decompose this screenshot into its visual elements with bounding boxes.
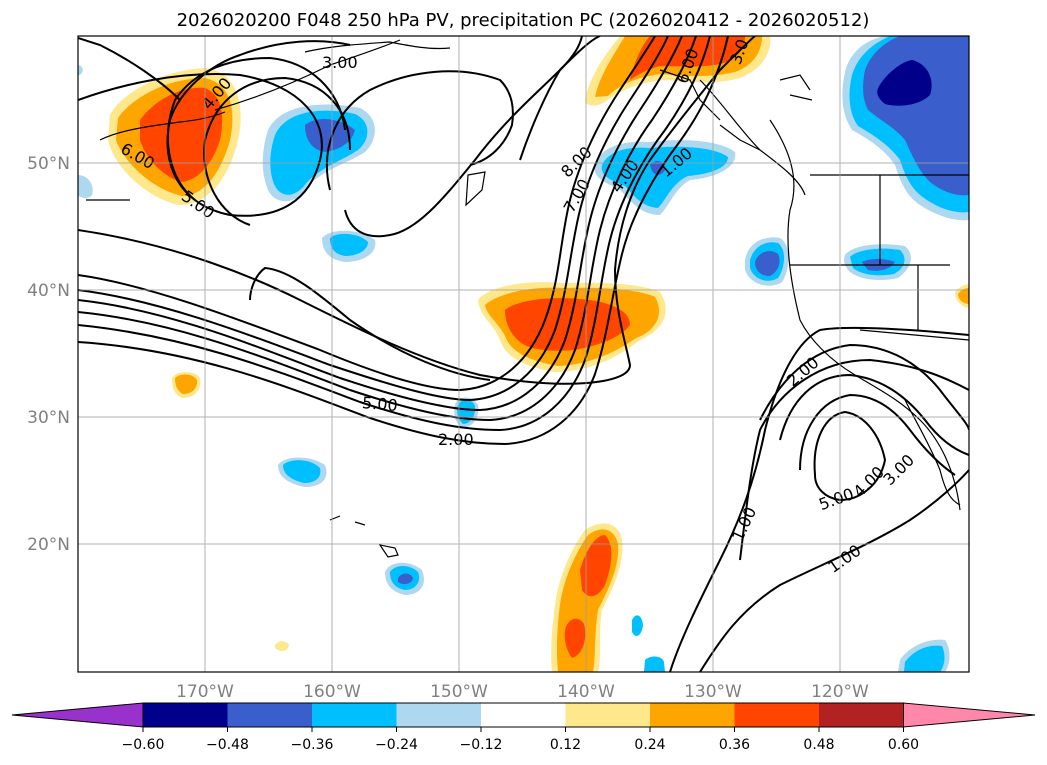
colorbar-tick-label: −0.48 bbox=[206, 737, 249, 753]
lon-label-150w: 150°W bbox=[430, 682, 488, 702]
map-frame bbox=[77, 35, 970, 673]
colorbar-tick-label: 0.24 bbox=[634, 737, 665, 753]
colorbar-tick-label: 0.36 bbox=[719, 737, 750, 753]
contour-label: 5.00 bbox=[361, 393, 398, 415]
precip-shading bbox=[78, 36, 969, 672]
pv-contours bbox=[78, 36, 969, 672]
colorbar-tick-label: 0.60 bbox=[888, 737, 919, 753]
colorbar-bin bbox=[396, 703, 482, 727]
colorbar-tick-label: 0.12 bbox=[550, 737, 581, 753]
map-content: 3.00 4.00 6.00 5.00 5.00 2.00 8.00 7.00 … bbox=[78, 36, 969, 672]
colorbar-bin bbox=[565, 703, 651, 727]
longitude-labels: 170°W 160°W 150°W 140°W 130°W 120°W bbox=[176, 682, 869, 702]
lon-label-160w: 160°W bbox=[303, 682, 361, 702]
colorbar-tick-label: −0.24 bbox=[375, 737, 418, 753]
colorbar-bin bbox=[143, 703, 228, 727]
colorbar-tick-label: −0.60 bbox=[122, 737, 165, 753]
lat-label-50n: 50°N bbox=[27, 154, 70, 174]
colorbar-bin bbox=[312, 703, 397, 727]
lon-label-120w: 120°W bbox=[811, 682, 869, 702]
colorbar-bin bbox=[819, 703, 904, 727]
colorbar-frame bbox=[142, 702, 904, 728]
lat-label-40n: 40°N bbox=[27, 281, 70, 301]
colorbar-bin bbox=[650, 703, 735, 727]
latitude-labels: 50°N 40°N 30°N 20°N bbox=[27, 154, 70, 555]
colorbar-bin bbox=[227, 703, 313, 727]
lon-label-130w: 130°W bbox=[684, 682, 742, 702]
colorbar-tick-label: −0.36 bbox=[291, 737, 334, 753]
colorbar-bin bbox=[734, 703, 820, 727]
coastlines bbox=[86, 39, 969, 558]
contour-label: 2.00 bbox=[438, 430, 474, 449]
colorbar-tick-label: 0.48 bbox=[803, 737, 834, 753]
colorbar-tick-label: −0.12 bbox=[460, 737, 503, 753]
colorbar-extend-max bbox=[903, 702, 1036, 728]
colorbar-bin bbox=[481, 703, 566, 727]
figure-title: 2026020200 F048 250 hPa PV, precipitatio… bbox=[177, 10, 870, 31]
colorbar-extend-min bbox=[11, 702, 144, 728]
lon-label-140w: 140°W bbox=[557, 682, 615, 702]
lat-label-30n: 30°N bbox=[27, 408, 70, 428]
contour-label: 3.00 bbox=[322, 53, 358, 72]
colorbar: −0.60 −0.48 −0.36 −0.24 −0.12 0.12 0.24 0.36 0.4… bbox=[11, 702, 1036, 753]
precip-negative-west-edge bbox=[78, 175, 93, 199]
lat-label-20n: 20°N bbox=[27, 535, 70, 555]
lon-label-170w: 170°W bbox=[176, 682, 234, 702]
gridlines bbox=[78, 36, 969, 672]
